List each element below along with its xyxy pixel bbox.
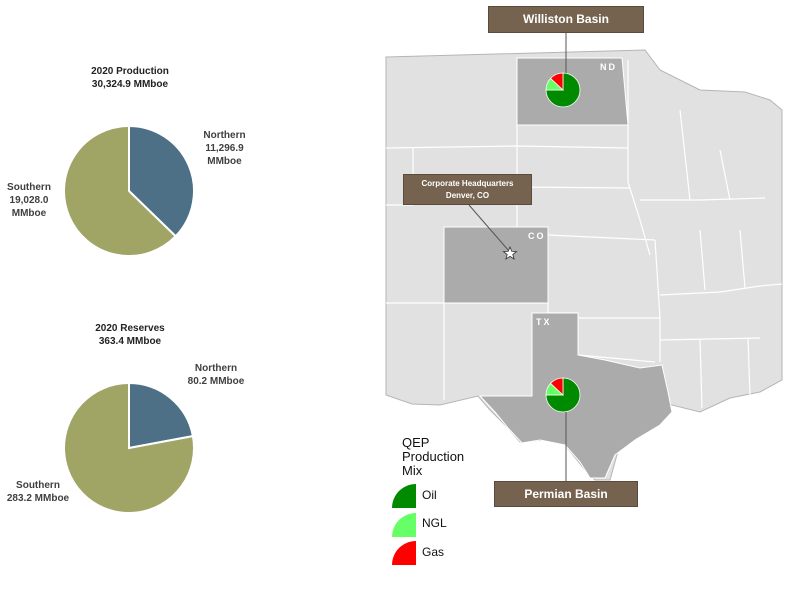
- legend-ngl-swatch: [392, 513, 416, 537]
- production-northern-label: Northern 11,296.9 MMboe: [203, 130, 246, 167]
- state-label-co: CO: [528, 231, 546, 241]
- production-pie: [63, 124, 195, 257]
- legend-gas-label: Gas: [422, 545, 445, 559]
- hq-connector: [468, 204, 510, 252]
- permian-mix-pie: [545, 377, 581, 413]
- williston-basin-label: Williston Basin: [523, 12, 609, 26]
- production-slice-southern: [63, 124, 178, 257]
- state-label-nd: ND: [600, 62, 617, 72]
- reserves-slice-northern: [128, 381, 195, 450]
- legend-gas-icon: [392, 541, 416, 565]
- legend-gas-swatch: [392, 541, 416, 565]
- production-total: 30,324.9 MMboe: [91, 79, 169, 90]
- hq-line2: Denver, CO: [445, 191, 490, 200]
- legend-ngl-label: NGL: [422, 516, 447, 530]
- reserves-pie: [63, 381, 195, 514]
- legend-oil-label: Oil: [422, 488, 437, 502]
- permian-slice-gas: [550, 377, 564, 396]
- reserves-northern-label: Northern 80.2 MMboe: [187, 363, 245, 387]
- hq-callout: Corporate Headquarters Denver, CO: [403, 174, 532, 205]
- legend-title: QEP Production Mix: [402, 435, 465, 478]
- reserves-chart-title: 2020 Reserves 363.4 MMboe: [60, 322, 200, 348]
- williston-mix-pie: [545, 72, 581, 108]
- production-southern-label: Southern 19,028.0 MMboe: [7, 182, 51, 219]
- us-map: ND CO TX: [385, 49, 783, 481]
- legend-ngl-icon: [392, 513, 416, 537]
- hq-line1: Corporate Headquarters: [421, 179, 514, 188]
- state-label-tx: TX: [536, 317, 552, 327]
- reserves-title: 2020 Reserves: [95, 323, 165, 334]
- legend-oil-icon: [392, 484, 416, 508]
- legend-oil-swatch: [392, 484, 416, 508]
- colorado: [443, 226, 549, 304]
- production-slice-northern: [128, 124, 195, 238]
- reserves-southern-label: Southern 283.2 MMboe: [6, 480, 70, 504]
- reserves-slice-southern: [63, 381, 195, 514]
- hq-star-icon: [502, 245, 518, 260]
- production-chart-title: 2020 Production 30,324.9 MMboe: [60, 65, 200, 91]
- production-title: 2020 Production: [91, 66, 169, 77]
- williston-slice-gas: [550, 72, 564, 91]
- permian-basin-label: Permian Basin: [524, 487, 608, 501]
- permian-basin-callout: Permian Basin: [494, 481, 638, 507]
- reserves-total: 363.4 MMboe: [98, 336, 162, 347]
- williston-basin-callout: Williston Basin: [488, 6, 644, 33]
